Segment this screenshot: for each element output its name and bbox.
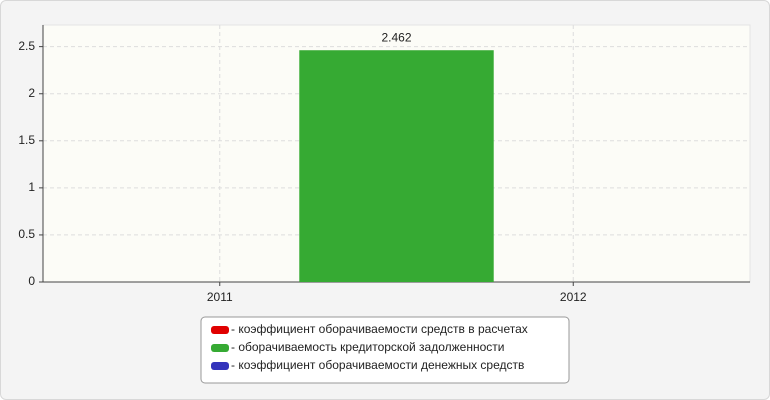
- y-tick-label: 2.5: [18, 39, 35, 53]
- value-label: 2.462: [381, 30, 411, 44]
- x-tick-label: 2012: [560, 290, 587, 304]
- y-tick-label: 1.5: [18, 133, 35, 147]
- legend-label: - оборачиваемость кредиторской задолженн…: [231, 340, 504, 354]
- legend-swatch: [211, 344, 229, 352]
- legend-label: - коэффициент оборачиваемости средств в …: [231, 322, 528, 336]
- y-tick-label: 0: [28, 274, 35, 288]
- legend-box: [200, 316, 570, 384]
- legend-swatch: [211, 326, 229, 334]
- y-tick-label: 1: [28, 180, 35, 194]
- y-tick-label: 2: [28, 86, 35, 100]
- bar: [299, 50, 494, 282]
- y-tick-label: 0.5: [18, 227, 35, 241]
- x-tick-label: 2011: [207, 290, 233, 304]
- legend-swatch: [211, 362, 229, 370]
- legend-label: - коэффициент оборачиваемости денежных с…: [231, 358, 524, 372]
